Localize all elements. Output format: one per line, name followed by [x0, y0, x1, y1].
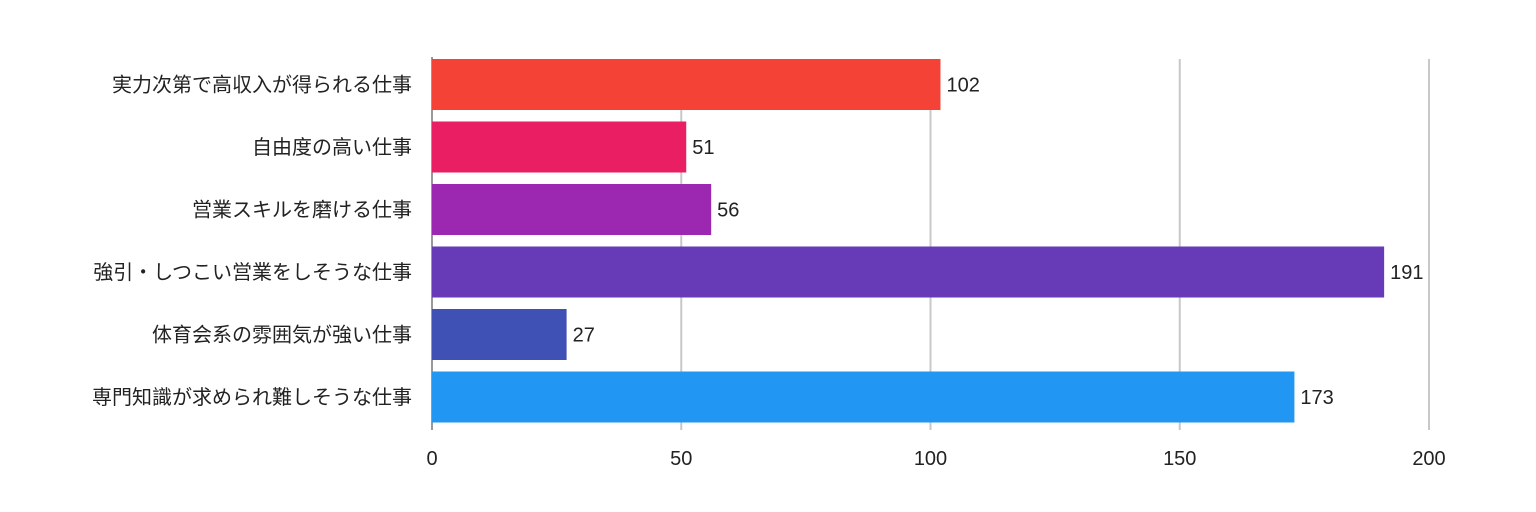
data-label: 102 — [946, 75, 979, 97]
bar — [432, 371, 1295, 423]
gridlines — [431, 57, 1430, 430]
data-labels: 102 51 56 191 27 173 — [573, 75, 1424, 410]
category-label: 営業スキルを磨ける仕事 — [192, 198, 412, 222]
x-tick-label: 150 — [1163, 448, 1196, 470]
x-tick-label: 50 — [670, 448, 692, 470]
bars — [432, 59, 1385, 423]
data-label: 27 — [573, 325, 595, 347]
category-labels: 実力次第で高収入が得られる仕事自由度の高い仕事営業スキルを磨ける仕事強引・しつこ… — [92, 73, 412, 410]
data-label: 191 — [1390, 262, 1423, 284]
category-label: 専門知識が求められ難しそうな仕事 — [92, 385, 412, 409]
x-tick-label: 100 — [914, 448, 947, 470]
data-label: 173 — [1300, 387, 1333, 409]
bar — [432, 246, 1385, 298]
x-tick-label: 200 — [1412, 448, 1445, 470]
category-label: 自由度の高い仕事 — [252, 135, 412, 159]
x-tick-label: 0 — [426, 448, 437, 470]
bar — [432, 309, 567, 360]
data-label: 56 — [717, 200, 739, 222]
bar — [432, 59, 941, 110]
category-label: 実力次第で高収入が得られる仕事 — [112, 73, 412, 97]
bar — [432, 184, 712, 235]
category-label: 体育会系の雰囲気が強い仕事 — [152, 323, 412, 347]
category-label: 強引・しつこい営業をしそうな仕事 — [93, 260, 412, 284]
x-axis-ticks: 0 50 100 150 200 — [426, 448, 1445, 470]
data-label: 51 — [692, 137, 714, 159]
bar — [432, 121, 687, 173]
